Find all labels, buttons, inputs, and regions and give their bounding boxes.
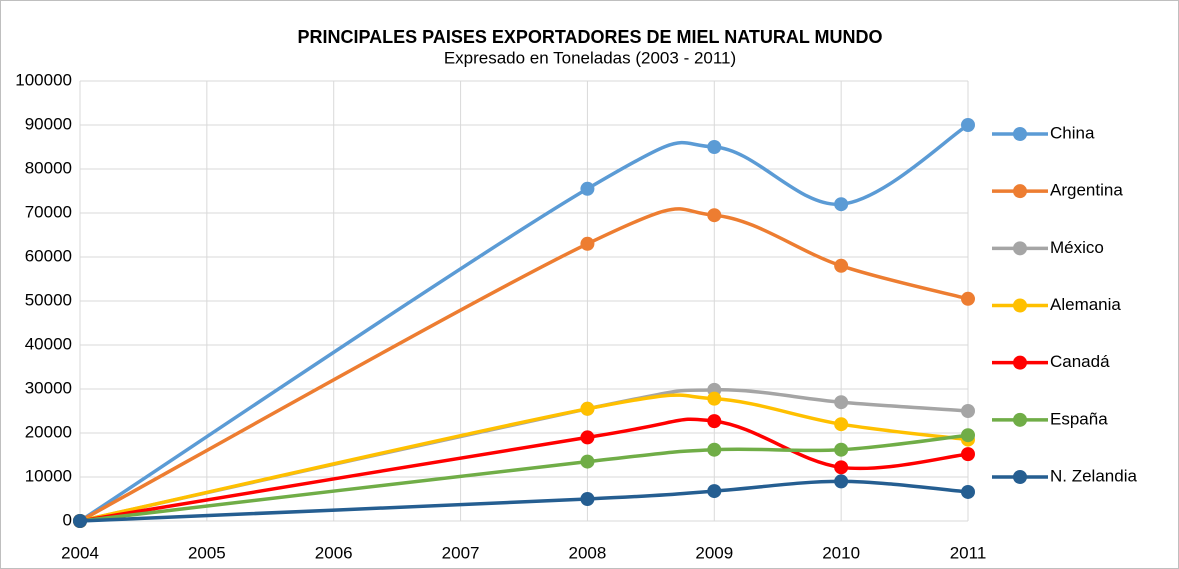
legend-label: China <box>1050 123 1095 142</box>
y-tick-label: 30000 <box>25 378 72 397</box>
data-point <box>707 484 722 499</box>
data-point <box>961 118 975 132</box>
y-tick-label: 70000 <box>25 202 72 221</box>
legend-label: Argentina <box>1050 181 1123 200</box>
legend-marker <box>1013 241 1027 256</box>
data-point <box>580 454 595 469</box>
data-point <box>580 492 595 506</box>
y-tick-label: 90000 <box>25 114 72 133</box>
legend-label: N. Zelandia <box>1050 466 1137 485</box>
data-point <box>961 404 975 418</box>
legend-marker <box>1013 470 1027 484</box>
data-point <box>834 417 849 432</box>
series-line <box>79 123 969 523</box>
series-line <box>79 479 969 523</box>
legend-label: España <box>1050 409 1108 428</box>
data-point <box>580 181 595 196</box>
x-tick-label: 2011 <box>950 543 987 562</box>
y-tick-label: 50000 <box>25 290 72 309</box>
data-point <box>707 391 722 406</box>
x-tick-label: 2004 <box>61 543 99 562</box>
legend-label: Alemania <box>1050 295 1121 314</box>
data-point <box>73 514 87 528</box>
data-point <box>834 197 849 212</box>
chart-subtitle: Expresado en Toneladas (2003 - 2011) <box>444 48 736 67</box>
data-point <box>834 395 849 410</box>
series-line <box>79 207 969 523</box>
x-tick-label: 2008 <box>569 543 607 562</box>
legend-label: Canadá <box>1050 352 1110 371</box>
x-tick-label: 2009 <box>695 543 733 562</box>
data-point <box>834 442 849 457</box>
data-point <box>961 447 975 462</box>
data-point <box>580 430 595 445</box>
series-line <box>79 433 969 523</box>
x-tick-label: 2010 <box>822 543 860 562</box>
data-point <box>961 291 975 306</box>
y-tick-label: 40000 <box>25 334 72 353</box>
y-tick-label: 20000 <box>25 422 72 441</box>
y-tick-label: 0 <box>63 510 72 529</box>
data-point <box>707 140 722 154</box>
data-point <box>834 460 849 475</box>
data-point <box>834 474 849 489</box>
data-point <box>707 442 722 457</box>
y-tick-label: 10000 <box>25 466 72 485</box>
y-tick-label: 60000 <box>25 246 72 265</box>
legend-label: México <box>1050 238 1104 257</box>
series-line <box>79 417 969 523</box>
series-line <box>79 393 969 523</box>
legend-marker <box>1013 184 1027 199</box>
x-tick-label: 2006 <box>315 543 353 562</box>
data-point <box>961 484 975 499</box>
legend-marker <box>1013 298 1027 313</box>
y-tick-label: 80000 <box>25 158 72 177</box>
x-tick-label: 2007 <box>442 543 480 562</box>
data-point <box>961 428 975 443</box>
data-point <box>580 236 595 251</box>
data-point <box>707 414 722 429</box>
legend-marker <box>1013 412 1027 427</box>
chart-title: PRINCIPALES PAISES EXPORTADORES DE MIEL … <box>297 27 882 47</box>
x-tick-label: 2005 <box>188 543 226 562</box>
data-point <box>707 208 722 223</box>
legend-marker <box>1013 355 1027 370</box>
y-tick-label: 100000 <box>15 70 72 89</box>
data-point <box>580 401 595 416</box>
legend-marker <box>1013 127 1027 141</box>
data-point <box>834 258 849 273</box>
